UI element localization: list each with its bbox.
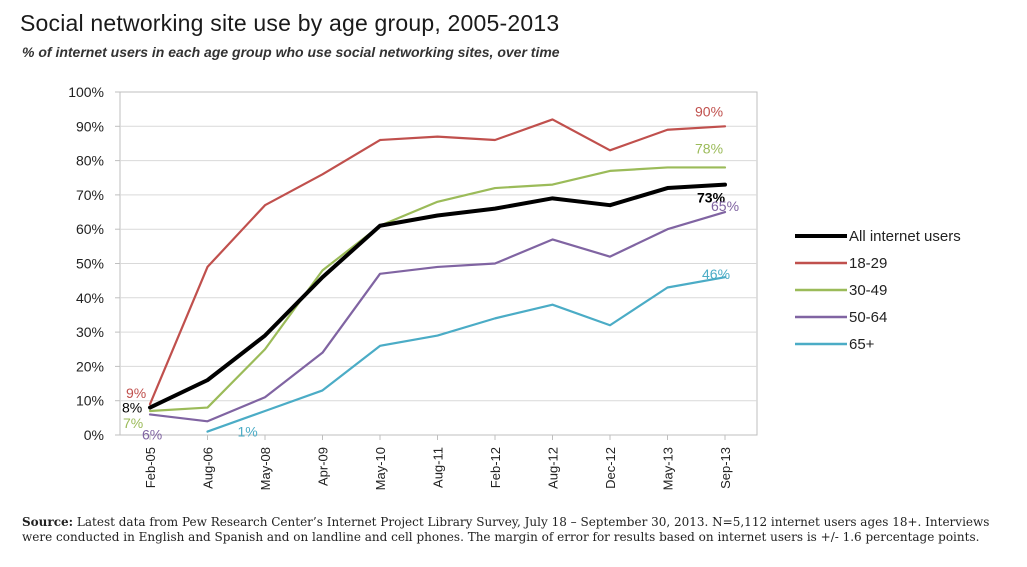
x-tick-label: Sep-13 [718, 447, 733, 489]
legend-label: 30-49 [849, 282, 887, 299]
data-label-start: 6% [142, 426, 162, 442]
x-tick-label: Aug-12 [546, 447, 561, 489]
y-tick-label: 40% [76, 290, 104, 306]
data-label-start: 1% [238, 424, 258, 440]
x-tick-label: May-10 [373, 447, 388, 490]
source-lead: Source: [22, 515, 74, 529]
y-tick-label: 100% [68, 84, 104, 100]
x-tick-label: Aug-06 [201, 447, 216, 489]
x-tick-label: Dec-12 [603, 447, 618, 489]
series-line-all-internet-users [148, 182, 727, 410]
x-tick-label: Apr-09 [316, 447, 331, 486]
line-chart: 0% 10% 20% 30% 40% 50% 60% 70% 80% 90% 100% Feb-05… [68, 84, 961, 490]
series-line-50-64 [148, 210, 727, 423]
data-label-end: 78% [695, 140, 723, 156]
chart-title: Social networking site use by age group,… [20, 10, 560, 36]
y-tick-label: 60% [76, 221, 104, 237]
series-line-30-49 [148, 166, 727, 413]
data-label-start: 7% [123, 415, 143, 431]
data-label-start: 9% [126, 385, 146, 401]
series-line-65- [206, 276, 727, 433]
data-label-end: 46% [702, 266, 730, 282]
x-tick-label: May-08 [258, 447, 273, 490]
y-tick-label: 70% [76, 187, 104, 203]
y-tick-label: 10% [76, 393, 104, 409]
data-label-end: 90% [695, 103, 723, 119]
y-tick-label: 50% [76, 256, 104, 272]
y-tick-label: 0% [84, 427, 104, 443]
y-tick-label: 90% [76, 118, 104, 134]
x-tick-label: Feb-05 [143, 447, 158, 488]
legend-label: 50-64 [849, 309, 887, 326]
y-tick-label: 20% [76, 358, 104, 374]
series-line-18-29 [148, 118, 727, 406]
chart-subtitle: % of internet users in each age group wh… [22, 44, 560, 60]
legend-label: 65+ [849, 336, 875, 353]
legend-label: 18-29 [849, 255, 887, 272]
x-tick-label: May-13 [661, 447, 676, 490]
source-note: Source: Latest data from Pew Research Ce… [22, 515, 1012, 545]
legend-label: All internet users [849, 228, 961, 245]
x-tick-label: Aug-11 [431, 447, 446, 488]
data-label-end: 65% [711, 198, 739, 214]
x-tick-label: Feb-12 [488, 447, 503, 488]
y-tick-label: 80% [76, 153, 104, 169]
source-text: Latest data from Pew Research Center’s I… [22, 515, 990, 544]
data-label-end: 73% [697, 190, 726, 206]
data-label-start: 8% [122, 400, 142, 416]
y-tick-label: 30% [76, 324, 104, 340]
